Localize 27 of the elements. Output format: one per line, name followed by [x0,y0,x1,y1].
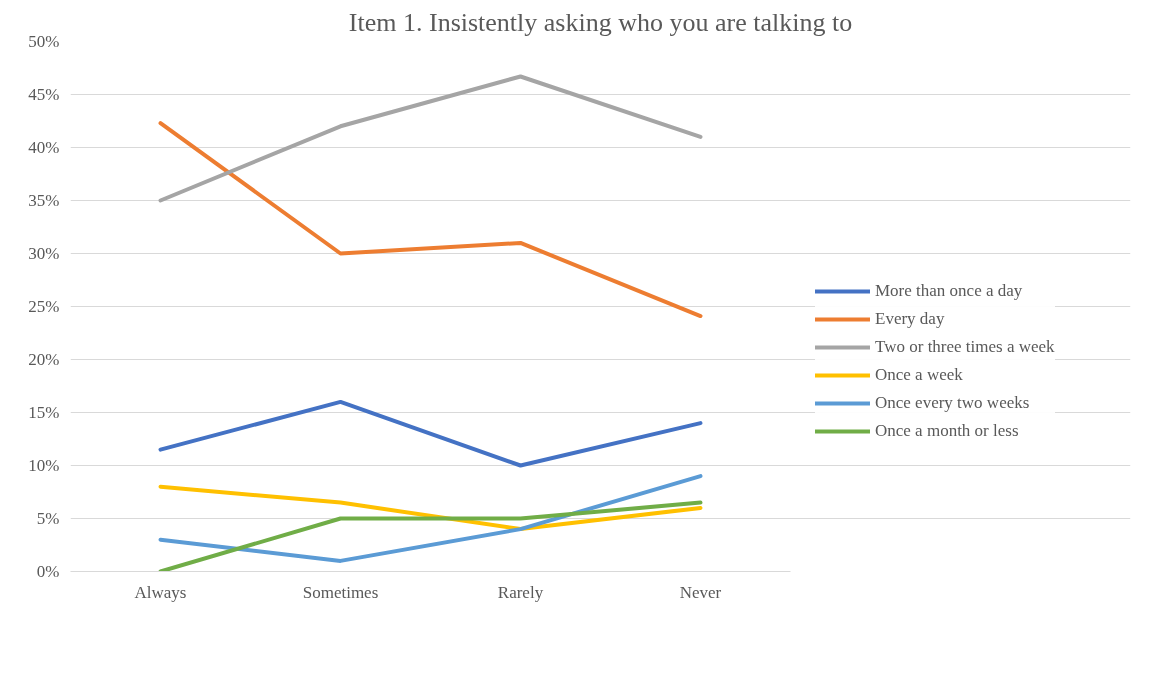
x-tick-label: Never [679,582,722,602]
y-tick-label: 45% [28,85,60,104]
y-tick-label: 10% [28,456,60,475]
y-tick-label: 40% [28,138,60,157]
legend-label: More than once a day [875,281,1023,301]
line-series [158,399,703,468]
legend-label: Once a week [875,365,963,385]
chart-title: Item 1. Insistently asking who you are talking to [348,7,853,37]
legend-label: Two or three times a week [875,337,1055,357]
legend-label: Every day [875,309,945,329]
x-tick-label: Sometimes [302,582,379,602]
line-series [158,74,703,203]
y-tick-label: 50% [28,32,60,51]
y-tick-label: 5% [36,509,60,528]
legend-label: Once every two weeks [875,393,1030,413]
legend-label: Once a month or less [875,421,1019,441]
y-tick-label: 25% [28,297,60,316]
y-tick-label: 35% [28,191,60,210]
line-series [158,121,703,319]
x-tick-label: Always [134,582,187,602]
y-tick-label: 15% [28,403,60,422]
line-series [158,484,703,532]
y-tick-label: 20% [28,350,60,369]
line-series [158,474,703,563]
x-tick-label: Rarely [497,582,544,602]
y-tick-label: 30% [28,244,60,263]
y-tick-label: 0% [36,562,60,581]
